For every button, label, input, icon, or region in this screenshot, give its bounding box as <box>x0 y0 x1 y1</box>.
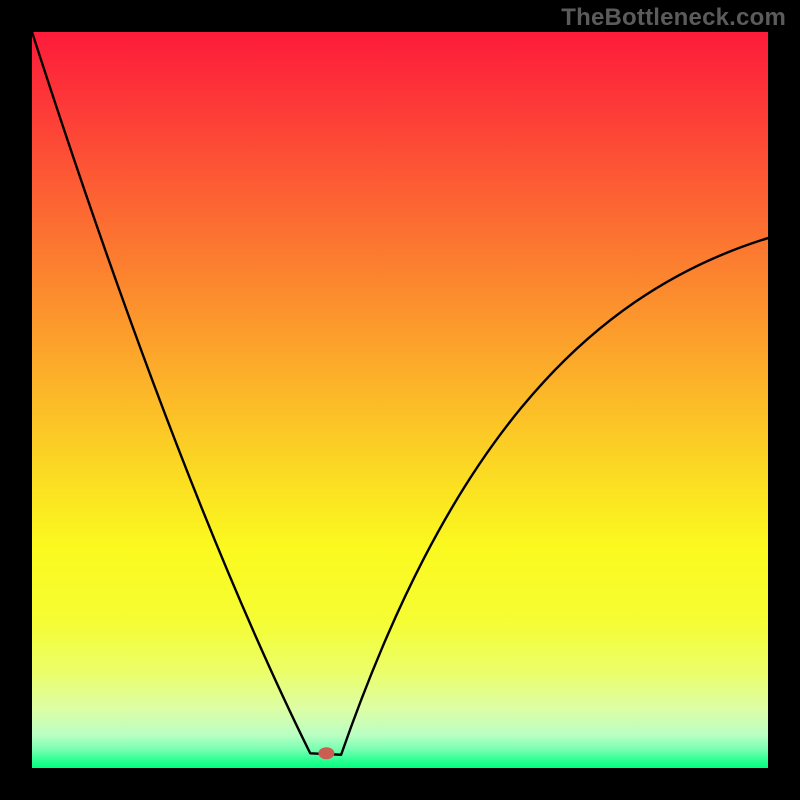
plot-background <box>32 32 768 768</box>
watermark-text: TheBottleneck.com <box>561 4 786 32</box>
min-marker <box>318 747 334 759</box>
plot-svg <box>32 32 768 768</box>
plot-area <box>32 32 768 768</box>
